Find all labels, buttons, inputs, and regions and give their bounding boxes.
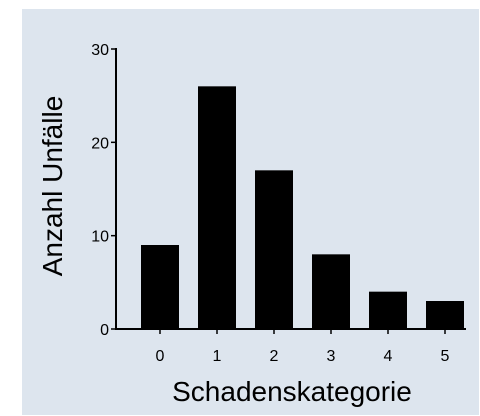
y-tick-label: 30 bbox=[91, 42, 109, 59]
bar-category-0 bbox=[141, 245, 179, 329]
y-tick-label: 20 bbox=[91, 135, 109, 152]
x-tick-label: 5 bbox=[441, 348, 450, 365]
x-tick-label: 1 bbox=[213, 348, 222, 365]
x-tick-label: 0 bbox=[156, 348, 165, 365]
y-axis-ticks: 0 10 20 30 bbox=[91, 42, 116, 339]
x-axis-title: Schadenskategorie bbox=[172, 376, 412, 407]
bars-group bbox=[141, 86, 464, 329]
bar-category-5 bbox=[426, 301, 464, 329]
chart-background bbox=[22, 9, 479, 415]
bar-category-3 bbox=[312, 254, 350, 329]
x-tick-label: 3 bbox=[327, 348, 336, 365]
x-tick-label: 4 bbox=[384, 348, 393, 365]
bar-category-1 bbox=[198, 86, 236, 329]
x-axis-ticks: 0 1 2 3 4 5 bbox=[156, 329, 450, 365]
y-axis-title: Anzahl Unfälle bbox=[37, 96, 68, 277]
bar-category-4 bbox=[369, 291, 407, 329]
y-tick-label: 10 bbox=[91, 229, 109, 246]
y-tick-label: 0 bbox=[100, 322, 109, 339]
x-tick-label: 2 bbox=[270, 348, 279, 365]
bar-category-2 bbox=[255, 170, 293, 329]
